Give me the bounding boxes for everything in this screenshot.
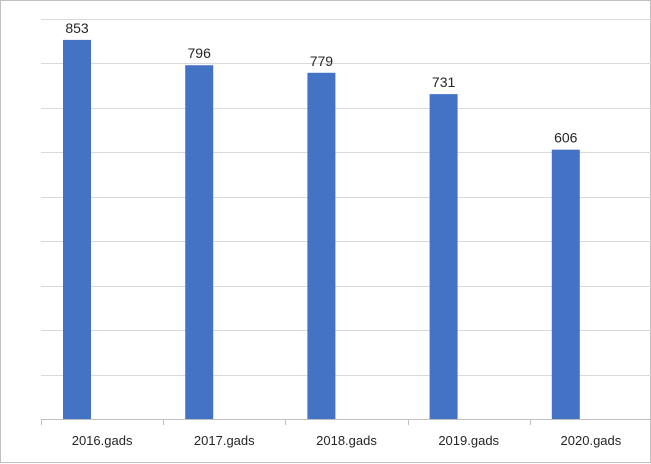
x-tick-label: 2018.gads <box>316 433 377 448</box>
bar <box>63 39 91 420</box>
axes <box>41 419 651 425</box>
x-tick-label: 2017.gads <box>194 433 255 448</box>
bar <box>307 72 336 420</box>
data-label: 731 <box>432 74 456 90</box>
data-label: 779 <box>310 53 334 69</box>
bar <box>185 65 214 419</box>
bar <box>429 94 458 419</box>
x-tick-label: 2020.gads <box>561 433 622 448</box>
data-label: 853 <box>65 20 89 36</box>
data-label: 606 <box>554 130 578 146</box>
x-tick-label: 2016.gads <box>72 433 133 448</box>
data-label: 796 <box>188 45 212 61</box>
data-labels: 853 796 779 731 606 <box>65 20 577 146</box>
x-tick-label: 2019.gads <box>438 433 499 448</box>
gridlines <box>41 19 651 376</box>
x-axis-tick-labels: 2016.gads 2017.gads 2018.gads 2019.gads 2020… <box>72 433 622 448</box>
bars <box>63 39 580 420</box>
bar <box>551 149 580 419</box>
